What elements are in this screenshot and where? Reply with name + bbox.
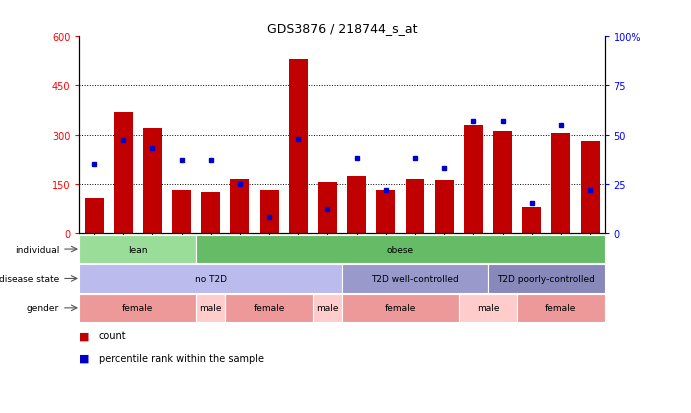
Text: female: female [254, 304, 285, 313]
Bar [230, 179, 249, 233]
Text: lean: lean [128, 245, 148, 254]
Text: ■: ■ [79, 353, 90, 363]
Bar [347, 176, 366, 233]
Text: disease state: disease state [0, 274, 59, 283]
Text: male: male [477, 304, 499, 313]
Bar [488, 265, 605, 293]
Bar [172, 191, 191, 233]
Bar [201, 192, 220, 233]
Bar [114, 112, 133, 233]
Bar [196, 235, 605, 263]
Bar [225, 294, 313, 322]
Bar [79, 235, 196, 263]
Bar [143, 129, 162, 233]
Bar [406, 179, 424, 233]
Bar [522, 207, 541, 233]
Bar [580, 142, 600, 233]
Text: obese: obese [387, 245, 414, 254]
Bar [435, 181, 453, 233]
Text: count: count [99, 330, 126, 340]
Bar [377, 191, 395, 233]
Bar [551, 134, 570, 233]
Bar [318, 183, 337, 233]
Bar [196, 294, 225, 322]
Text: T2D well-controlled: T2D well-controlled [371, 274, 459, 283]
Bar [260, 191, 278, 233]
Text: female: female [385, 304, 416, 313]
Bar [289, 60, 307, 233]
Text: percentile rank within the sample: percentile rank within the sample [99, 353, 264, 363]
Text: gender: gender [27, 304, 59, 313]
Bar [464, 126, 483, 233]
Text: female: female [122, 304, 153, 313]
Bar [517, 294, 605, 322]
Bar [84, 199, 104, 233]
Title: GDS3876 / 218744_s_at: GDS3876 / 218744_s_at [267, 21, 417, 35]
Text: no T2D: no T2D [195, 274, 227, 283]
Bar [342, 265, 488, 293]
Bar [79, 265, 342, 293]
Bar [313, 294, 342, 322]
Bar [342, 294, 459, 322]
Text: male: male [200, 304, 222, 313]
Text: male: male [316, 304, 339, 313]
Text: female: female [545, 304, 576, 313]
Text: T2D poorly-controlled: T2D poorly-controlled [498, 274, 595, 283]
Bar [493, 132, 512, 233]
Bar [79, 294, 196, 322]
Text: ■: ■ [79, 330, 90, 340]
Text: individual: individual [15, 245, 59, 254]
Bar [459, 294, 517, 322]
